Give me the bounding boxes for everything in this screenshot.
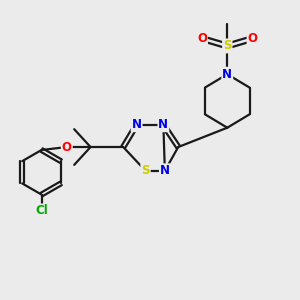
Text: N: N <box>222 68 232 81</box>
Text: Cl: Cl <box>35 204 48 218</box>
Text: N: N <box>132 118 142 131</box>
Text: O: O <box>62 140 72 154</box>
Text: O: O <box>248 32 257 45</box>
Text: N: N <box>158 118 168 131</box>
Text: S: S <box>223 40 232 52</box>
Text: S: S <box>141 164 150 177</box>
Text: O: O <box>197 32 207 45</box>
Text: N: N <box>160 164 170 177</box>
